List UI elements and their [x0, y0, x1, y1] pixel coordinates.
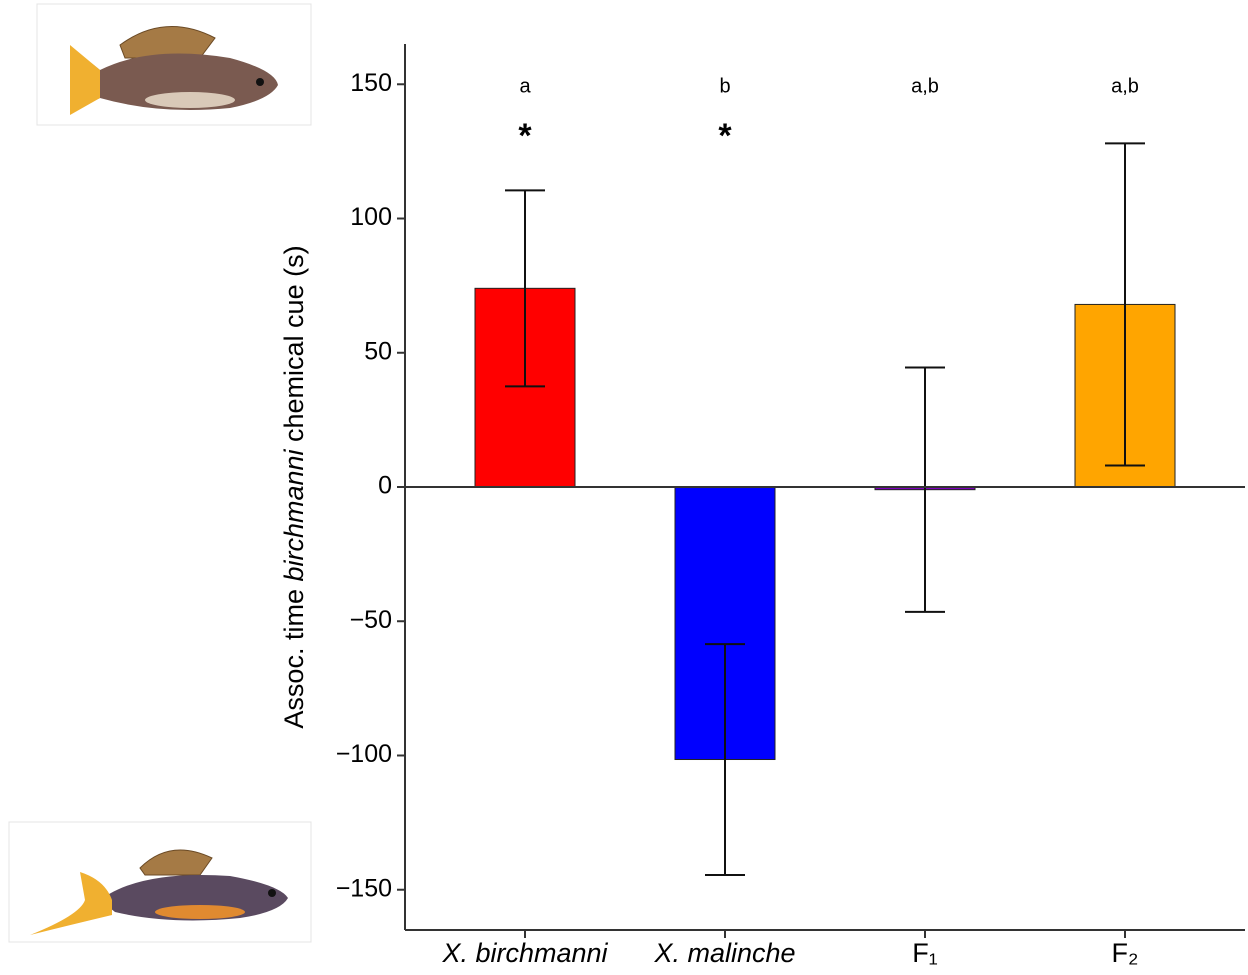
y-tick-label: 0 [378, 472, 392, 500]
y-tick-label: −50 [350, 606, 392, 634]
x-tick-label: X. malinche [653, 938, 795, 968]
y-axis-label-part: birchmanni [279, 448, 309, 581]
significance-letter: a,b [911, 75, 939, 97]
significance-letter: b [719, 75, 730, 97]
significance-letter: a [519, 75, 531, 97]
asterisk: * [518, 117, 532, 155]
x-tick-label: F₂ [1112, 938, 1139, 968]
y-tick-label: 50 [364, 337, 392, 365]
x-tick-label: F₁ [912, 938, 938, 968]
y-axis-label-part: chemical cue (s) [279, 245, 309, 449]
x-tick-label: X. birchmanni [441, 938, 608, 968]
significance-letter: a,b [1111, 75, 1139, 97]
y-axis-label-part: Assoc. time [279, 582, 309, 729]
y-tick-label: 150 [350, 69, 392, 97]
fish-image-bottom [8, 821, 312, 943]
fish-image-top [36, 3, 312, 126]
y-axis-label: Assoc. time birchmanni chemical cue (s) [279, 245, 309, 728]
asterisk: * [718, 117, 732, 155]
y-tick-label: −100 [336, 740, 392, 768]
y-tick-label: 100 [350, 203, 392, 231]
y-tick-label: −150 [336, 874, 392, 902]
